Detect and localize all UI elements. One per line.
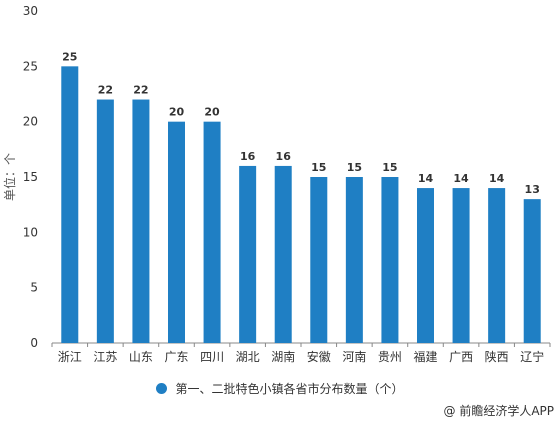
data-label: 14: [453, 172, 469, 185]
x-tick-label: 广西: [449, 350, 473, 364]
bar: [523, 199, 541, 343]
x-tick-label: 浙江: [58, 350, 82, 364]
x-tick-label: 贵州: [378, 350, 402, 364]
bar: [310, 177, 328, 343]
y-tick-label: 25: [23, 59, 38, 73]
data-label: 15: [382, 161, 397, 174]
bar: [345, 177, 363, 343]
x-tick-label: 广东: [164, 350, 188, 364]
x-tick-label: 湖北: [236, 349, 260, 364]
data-label: 15: [347, 161, 362, 174]
data-label: 16: [276, 150, 292, 163]
source-credit: @ 前瞻经济学人APP: [443, 404, 555, 418]
bar: [381, 177, 399, 343]
x-tick-label: 陕西: [485, 349, 509, 364]
y-tick-label: 10: [23, 225, 38, 239]
data-label: 22: [133, 84, 148, 97]
bar: [488, 188, 506, 343]
bar: [417, 188, 434, 343]
bar: [203, 121, 221, 344]
legend-label: 第一、二批特色小镇各省市分布数量（个）: [175, 382, 404, 396]
bar: [452, 188, 470, 343]
x-tick-label: 四川: [200, 350, 224, 364]
y-axis-title: 单位：个: [2, 153, 17, 201]
x-tick-label: 福建: [413, 349, 437, 364]
data-label: 16: [240, 150, 256, 163]
data-label: 15: [311, 161, 326, 174]
bar: [132, 99, 150, 344]
data-label: 20: [169, 106, 185, 119]
y-tick-label: 5: [30, 281, 38, 295]
x-tick-label: 河南: [342, 349, 366, 364]
data-label: 20: [204, 106, 220, 119]
x-tick-label: 山东: [129, 350, 153, 364]
legend-marker: [156, 383, 168, 394]
x-tick-label: 安徽: [307, 349, 331, 364]
data-label: 22: [98, 84, 113, 97]
bar: [96, 99, 114, 344]
x-tick-label: 辽宁: [520, 349, 544, 364]
x-tick-label: 湖南: [271, 349, 295, 364]
data-label: 14: [418, 172, 434, 185]
bar: [239, 165, 257, 343]
data-label: 14: [489, 172, 505, 185]
data-label: 25: [62, 50, 77, 63]
y-tick-label: 0: [30, 336, 38, 350]
data-label: 13: [525, 183, 540, 196]
bar: [274, 165, 292, 343]
y-tick-label: 15: [23, 170, 38, 184]
bar: [168, 121, 185, 344]
legend: 第一、二批特色小镇各省市分布数量（个）: [0, 380, 560, 397]
bar: [61, 66, 79, 343]
x-tick-label: 江苏: [93, 350, 117, 364]
y-tick-label: 30: [23, 4, 38, 18]
y-tick-label: 20: [23, 115, 38, 129]
